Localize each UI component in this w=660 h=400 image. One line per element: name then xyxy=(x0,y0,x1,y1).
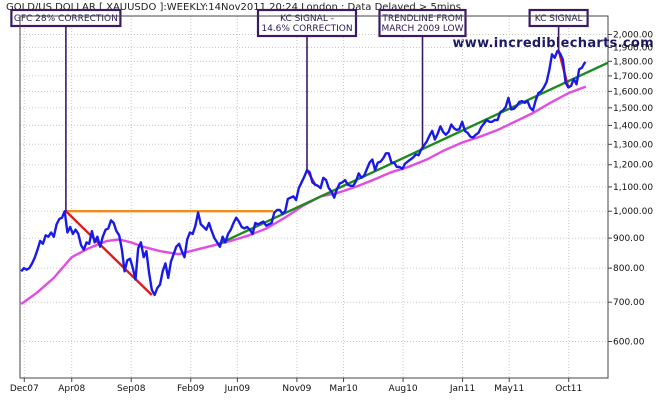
y-tick-label: 800.00 xyxy=(613,264,645,274)
annotation-label: TRENDLINE FROM xyxy=(381,14,462,24)
annotation-box xyxy=(528,8,589,28)
chart-title: GOLD/US DOLLAR [ XAUUSDO ]:WEEKLY:14Nov2… xyxy=(6,2,461,13)
plot-frame xyxy=(19,15,609,379)
y-tick-label: 1,000.00 xyxy=(613,207,653,217)
annotation-layer: GFC 28% CORRECTION KC SIGNAL -14.6% CORRE… xyxy=(10,8,589,212)
price-layer xyxy=(20,49,587,297)
y-tick-label: 1,800.00 xyxy=(613,57,653,67)
y-tick-label: 1,300.00 xyxy=(613,140,653,150)
site-watermark: www.incrediblecharts.com xyxy=(452,36,654,51)
y-tick-label: 1,700.00 xyxy=(613,72,653,82)
x-tick-label: Oct11 xyxy=(555,384,582,394)
y-tick-label: 900.00 xyxy=(613,234,645,244)
price-line xyxy=(20,49,587,297)
annotation-box xyxy=(10,8,122,28)
y-axis: 600.00 700.00 800.00 900.00 1,000.00 1,100.00… xyxy=(608,30,653,348)
moving-average-line xyxy=(20,85,587,305)
y-tick-label: 600.00 xyxy=(613,338,645,348)
x-tick-label: Mar10 xyxy=(329,384,358,394)
x-tick-label: Apr08 xyxy=(58,384,85,394)
y-tick-label: 1,100.00 xyxy=(613,183,653,193)
y-tick-label: 2,000.00 xyxy=(613,30,653,40)
y-tick-label: 1,600.00 xyxy=(613,87,653,97)
x-tick-label: Dec07 xyxy=(10,384,39,394)
annotation-box xyxy=(256,8,358,38)
annotation-label: 14.6% CORRECTION xyxy=(261,24,352,34)
annotation-box xyxy=(378,8,467,38)
x-tick-label: Jun09 xyxy=(224,384,251,394)
x-tick-label: Jan11 xyxy=(449,384,475,394)
y-tick-label: 1,400.00 xyxy=(613,121,653,131)
x-tick-label: May11 xyxy=(494,384,524,394)
grid xyxy=(20,16,608,378)
annotation-label: KC SIGNAL xyxy=(535,14,583,24)
moving-average-layer xyxy=(20,85,587,305)
x-axis: Dec07 Apr08 Sep08 Feb09 Jun09 Nov09 Mar10 Aug10… xyxy=(10,378,582,394)
y-tick-label: 700.00 xyxy=(613,298,645,308)
y-tick-label: 1,900.00 xyxy=(613,44,653,54)
annotation-label: KC SIGNAL - xyxy=(280,14,334,24)
y-tick-label: 1,200.00 xyxy=(613,161,653,171)
correction-2008 xyxy=(65,210,153,296)
x-tick-label: Nov09 xyxy=(282,384,311,394)
y-tick-label: 1,500.00 xyxy=(613,104,653,114)
x-tick-label: Feb09 xyxy=(177,384,205,394)
annotation-label: GFC 28% CORRECTION xyxy=(14,14,118,24)
x-tick-label: Sep08 xyxy=(117,384,146,394)
x-tick-label: Aug10 xyxy=(389,384,418,394)
annotation-label: MARCH 2009 LOW xyxy=(381,24,463,34)
